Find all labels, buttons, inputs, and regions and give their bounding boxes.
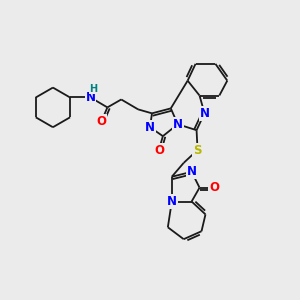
Text: N: N bbox=[85, 91, 96, 104]
Text: N: N bbox=[173, 118, 183, 131]
Text: N: N bbox=[145, 121, 155, 134]
Text: N: N bbox=[187, 165, 196, 178]
Text: O: O bbox=[154, 143, 164, 157]
Text: N: N bbox=[200, 107, 209, 120]
Text: O: O bbox=[97, 115, 106, 128]
Text: O: O bbox=[209, 181, 219, 194]
Text: N: N bbox=[167, 195, 177, 208]
Text: H: H bbox=[89, 84, 98, 94]
Text: S: S bbox=[193, 143, 202, 157]
